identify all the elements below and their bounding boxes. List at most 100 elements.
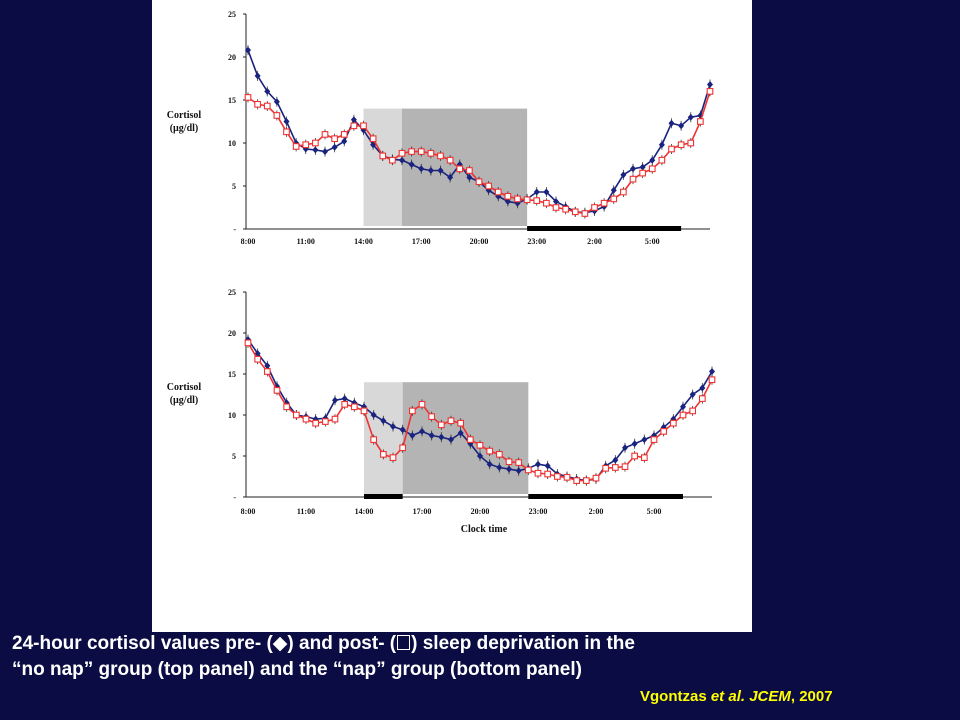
data-point-square bbox=[495, 451, 503, 458]
data-point-diamond bbox=[418, 165, 425, 173]
chart-panel-bottom: - 5 10 15 20 25 8:00 11:00 14:00 17:00 20:00 23:00 2… bbox=[167, 288, 716, 535]
data-point-square bbox=[620, 188, 627, 196]
data-point-square bbox=[399, 444, 407, 452]
y-tick-label: 20 bbox=[228, 329, 236, 338]
data-point-square bbox=[447, 417, 455, 425]
chart-panel-top: - 5 10 15 20 25 8:00 11:00 14:00 17:00 20:00 23:00 2… bbox=[167, 10, 714, 246]
data-point-square bbox=[581, 210, 589, 217]
data-point-diamond bbox=[658, 141, 665, 149]
data-point-square bbox=[669, 419, 677, 427]
data-point-diamond bbox=[544, 462, 551, 470]
x-tick-label: 5:00 bbox=[645, 237, 660, 246]
y-tick-label: 5 bbox=[232, 452, 236, 461]
x-tick-label: 5:00 bbox=[647, 507, 662, 516]
y-tick-label: 25 bbox=[228, 288, 236, 297]
data-point-square bbox=[523, 196, 531, 204]
data-point-square bbox=[466, 167, 473, 174]
data-point-diamond bbox=[264, 87, 271, 95]
caption-line-2: “no nap” group (top panel) and the “nap”… bbox=[12, 659, 582, 680]
data-point-square bbox=[389, 156, 396, 164]
citation-etal: et al. bbox=[710, 688, 746, 705]
data-point-diamond bbox=[678, 122, 685, 130]
cortisol-chart-svg: - 5 10 15 20 25 8:00 11:00 14:00 17:00 20:00 23:00 2… bbox=[167, 10, 716, 535]
data-point-diamond bbox=[457, 429, 464, 437]
y-axis-label: (µg/dl) bbox=[170, 395, 199, 406]
data-point-diamond bbox=[254, 350, 261, 357]
data-point-diamond bbox=[331, 143, 338, 151]
x-tick-label: 14:00 bbox=[355, 507, 374, 516]
data-point-square bbox=[302, 141, 310, 149]
y-tick-label: 10 bbox=[228, 139, 236, 148]
data-point-square bbox=[312, 139, 319, 147]
figure-caption: 24-hour cortisol values pre- (◆) and pos… bbox=[12, 630, 635, 683]
data-point-square bbox=[573, 477, 581, 484]
x-tick-label: 20:00 bbox=[470, 237, 489, 246]
data-point-square bbox=[563, 473, 571, 481]
x-tick-label: 2:00 bbox=[587, 237, 602, 246]
y-tick-label: 15 bbox=[228, 96, 236, 105]
sleep-period-bar bbox=[364, 494, 403, 499]
data-point-diamond bbox=[680, 403, 686, 411]
data-point-diamond bbox=[264, 362, 271, 370]
data-point-square bbox=[370, 436, 378, 443]
data-point-square bbox=[708, 376, 716, 384]
data-point-square bbox=[428, 413, 436, 420]
data-point-square bbox=[312, 419, 320, 427]
data-point-square bbox=[611, 464, 619, 471]
data-point-square bbox=[457, 419, 465, 427]
data-point-square bbox=[544, 470, 552, 478]
data-point-square bbox=[418, 400, 426, 408]
data-point-square bbox=[679, 411, 687, 419]
data-point-square bbox=[254, 355, 262, 363]
data-point-square bbox=[379, 152, 387, 160]
data-point-diamond bbox=[504, 197, 511, 205]
shaded-region bbox=[363, 108, 402, 226]
data-point-square bbox=[466, 436, 474, 443]
data-point-square bbox=[408, 148, 415, 155]
data-point-diamond bbox=[399, 426, 406, 434]
data-point-square bbox=[514, 195, 521, 203]
data-point-square bbox=[658, 156, 666, 164]
data-point-diamond bbox=[438, 433, 445, 441]
y-tick-label: - bbox=[233, 493, 236, 502]
data-point-square bbox=[592, 474, 600, 482]
data-point-diamond bbox=[689, 391, 696, 398]
x-tick-label: 14:00 bbox=[354, 237, 373, 246]
data-point-square bbox=[283, 403, 291, 411]
y-axis-label: Cortisol bbox=[167, 110, 202, 121]
data-point-square bbox=[437, 421, 445, 429]
data-point-square bbox=[369, 135, 377, 143]
data-point-square bbox=[408, 407, 416, 415]
data-point-square bbox=[263, 102, 271, 110]
data-point-square bbox=[244, 339, 252, 347]
data-point-square bbox=[631, 452, 639, 460]
data-point-diamond bbox=[687, 113, 694, 121]
data-point-diamond bbox=[506, 465, 512, 473]
data-point-diamond bbox=[612, 456, 619, 464]
x-tick-label: 8:00 bbox=[241, 237, 256, 246]
data-point-square bbox=[437, 152, 444, 160]
data-point-diamond bbox=[254, 72, 261, 80]
data-point-diamond bbox=[448, 436, 454, 444]
data-point-diamond bbox=[631, 440, 638, 448]
data-point-diamond bbox=[245, 46, 251, 54]
data-point-square bbox=[456, 165, 464, 173]
y-tick-label: 15 bbox=[228, 370, 236, 379]
data-point-square bbox=[341, 400, 349, 408]
data-point-square bbox=[582, 477, 590, 484]
x-tick-label: 11:00 bbox=[297, 507, 315, 516]
data-point-diamond bbox=[428, 432, 435, 439]
data-point-diamond bbox=[332, 396, 338, 404]
data-point-square bbox=[398, 149, 406, 157]
data-point-square bbox=[660, 428, 668, 435]
y-tick-label: 5 bbox=[232, 182, 236, 191]
data-point-diamond bbox=[535, 460, 541, 468]
caption-text-part: ) sleep deprivation in the bbox=[411, 633, 635, 654]
data-point-square bbox=[254, 100, 261, 108]
data-point-square bbox=[534, 469, 542, 477]
data-point-square bbox=[553, 473, 561, 480]
y-tick-label: 10 bbox=[228, 411, 236, 420]
data-point-square bbox=[505, 458, 513, 466]
data-point-square bbox=[485, 182, 492, 190]
data-point-square bbox=[283, 128, 290, 136]
